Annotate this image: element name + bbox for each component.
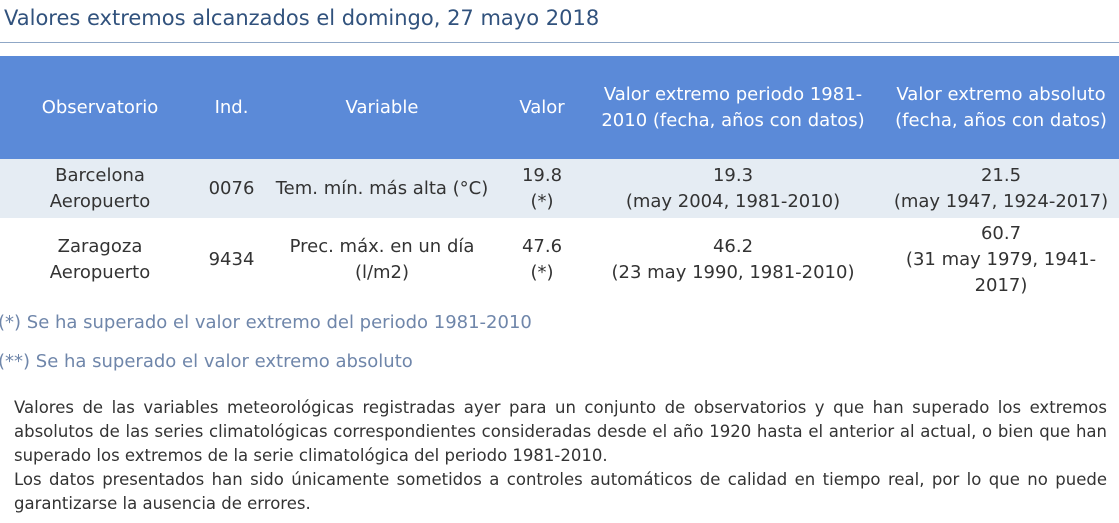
cell-variable: Prec. máx. en un día (l/m2) <box>263 218 501 301</box>
page-title: Valores extremos alcanzados el domingo, … <box>4 6 600 30</box>
extremes-table: Observatorio Ind. Variable Valor Valor e… <box>0 56 1119 301</box>
cell-ind: 9434 <box>200 218 263 301</box>
periodo-detail: (23 may 1990, 1981-2010) <box>611 261 855 283</box>
cell-ind: 0076 <box>200 159 263 218</box>
cell-valor-extremo-absoluto: 60.7 (31 may 1979, 1941-2017) <box>883 218 1119 301</box>
valor-number: 47.6 <box>521 235 563 257</box>
description-paragraph: Valores de las variables meteorológicas … <box>14 398 1107 465</box>
header-valor: Valor <box>501 56 583 159</box>
cell-valor-extremo-absoluto: 21.5 (may 1947, 1924-2017) <box>883 159 1119 218</box>
footnote-absoluto: (**) Se ha superado el valor extremo abs… <box>0 351 413 372</box>
header-valor-extremo-absoluto: Valor extremo absoluto (fecha, años con … <box>883 56 1119 159</box>
cell-variable: Tem. mín. más alta (°C) <box>263 159 501 218</box>
cell-valor: 47.6 (*) <box>501 218 583 301</box>
periodo-value: 19.3 <box>712 164 754 186</box>
absoluto-detail: (may 1947, 1924-2017) <box>893 190 1109 212</box>
periodo-detail: (may 2004, 1981-2010) <box>625 190 841 212</box>
header-variable: Variable <box>263 56 501 159</box>
table-row: Zaragoza Aeropuerto 9434 Prec. máx. en u… <box>0 218 1119 301</box>
title-divider <box>0 42 1119 43</box>
cell-valor-extremo-periodo: 19.3 (may 2004, 1981-2010) <box>583 159 883 218</box>
description-paragraph: Los datos presentados han sido únicament… <box>14 470 1107 513</box>
periodo-value: 46.2 <box>712 235 754 257</box>
valor-number: 19.8 <box>521 164 563 186</box>
footnote-periodo: (*) Se ha superado el valor extremo del … <box>0 312 532 333</box>
absoluto-value: 60.7 <box>980 222 1022 244</box>
absoluto-detail: (31 may 1979, 1941-2017) <box>905 248 1097 296</box>
valor-mark: (*) <box>530 261 554 283</box>
cell-observatorio: Barcelona Aeropuerto <box>0 159 200 218</box>
cell-observatorio: Zaragoza Aeropuerto <box>0 218 200 301</box>
description-block: Valores de las variables meteorológicas … <box>14 396 1107 516</box>
cell-valor: 19.8 (*) <box>501 159 583 218</box>
absoluto-value: 21.5 <box>980 164 1022 186</box>
valor-mark: (*) <box>530 190 554 212</box>
header-observatorio: Observatorio <box>0 56 200 159</box>
table-row: Barcelona Aeropuerto 0076 Tem. mín. más … <box>0 159 1119 218</box>
header-ind: Ind. <box>200 56 263 159</box>
table-header-row: Observatorio Ind. Variable Valor Valor e… <box>0 56 1119 159</box>
cell-valor-extremo-periodo: 46.2 (23 may 1990, 1981-2010) <box>583 218 883 301</box>
header-valor-extremo-periodo: Valor extremo periodo 1981-2010 (fecha, … <box>583 56 883 159</box>
